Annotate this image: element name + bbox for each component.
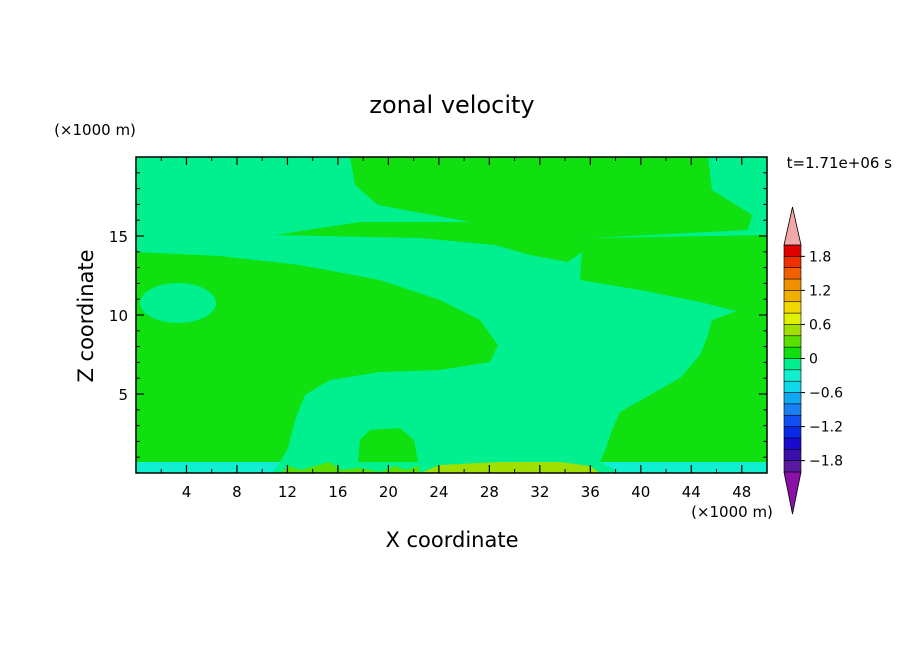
field-negative-strip: [600, 462, 767, 473]
x-tick-label: 12: [278, 483, 297, 501]
colorbar-segment: [783, 346, 802, 360]
colorbar: 1.8 1.2 0.6 0 −0.6 −1.2 −1.8: [783, 206, 843, 515]
field-positive-moderate-patch: [280, 462, 420, 473]
x-axis-label: X coordinate: [385, 528, 518, 552]
x-tick-label: 24: [429, 483, 448, 501]
x-tick-label: 20: [379, 483, 398, 501]
y-tick-label: 5: [118, 386, 128, 404]
colorbar-tick-label: 1.8: [809, 249, 831, 265]
field-positive-region: [136, 252, 498, 462]
chart-title: zonal velocity: [369, 91, 534, 119]
y-tick-label: 15: [109, 228, 128, 246]
colorbar-tick-label: 0: [809, 352, 818, 368]
x-tick-label: 40: [631, 483, 650, 501]
x-tick-label: 32: [530, 483, 549, 501]
y-tick-label: 10: [109, 307, 128, 325]
field-positive-region: [275, 157, 752, 262]
colorbar-segment: [783, 369, 802, 382]
field-positive-region: [580, 244, 767, 318]
x-tick-label: 44: [682, 483, 701, 501]
colorbar-over-arrow: [783, 206, 802, 246]
colorbar-segment: [783, 380, 802, 394]
colorbar-tick-label: 1.2: [809, 283, 831, 299]
field-positive-moderate-patch: [420, 462, 600, 473]
colorbar-segment: [783, 426, 802, 439]
field-positive-region: [358, 428, 418, 462]
colorbar-segment: [783, 392, 802, 405]
x-tick-label: 36: [581, 483, 600, 501]
colorbar-segment: [783, 414, 802, 428]
x-tick-label: 8: [232, 483, 242, 501]
colorbar-segment: [783, 403, 802, 416]
colorbar-tick-label: 0.6: [809, 317, 831, 333]
colorbar-tick-label: −0.6: [809, 386, 843, 402]
colorbar-tick-label: −1.2: [809, 420, 843, 436]
y-axis-ticks: 5 10 15: [109, 172, 767, 458]
colorbar-segment: [783, 256, 802, 269]
x-tick-label: 48: [732, 483, 751, 501]
field-near-zero-bubble: [140, 283, 216, 323]
field-positive-region: [600, 300, 767, 462]
x-tick-label: 16: [328, 483, 347, 501]
colorbar-segment: [783, 448, 802, 462]
colorbar-segment: [783, 244, 802, 257]
x-axis-ticks: 4 8 12 16 20 24 28 32 36 40 44 48: [160, 157, 751, 501]
colorbar-segment: [783, 278, 802, 291]
field-negative-strip: [136, 462, 280, 473]
colorbar-segment: [783, 312, 802, 326]
colorbar-segment: [783, 460, 802, 473]
time-label: t=1.71e+06 s: [787, 154, 893, 172]
colorbar-under-arrow: [783, 471, 802, 515]
colorbar-segment: [783, 437, 802, 450]
x-tick-label: 4: [182, 483, 192, 501]
colorbar-segment: [783, 267, 802, 280]
colorbar-segment: [783, 301, 802, 314]
colorbar-tick-label: −1.8: [809, 454, 843, 470]
colorbar-segment: [783, 290, 802, 303]
x-unit-label: (×1000 m): [691, 503, 773, 521]
colorbar-segment: [783, 358, 802, 371]
x-tick-label: 28: [480, 483, 499, 501]
y-axis-label: Z coordinate: [74, 249, 98, 382]
contour-field: [135, 156, 768, 474]
y-unit-label: (×1000 m): [54, 121, 136, 139]
colorbar-segment: [783, 335, 802, 348]
colorbar-segment: [783, 324, 802, 337]
